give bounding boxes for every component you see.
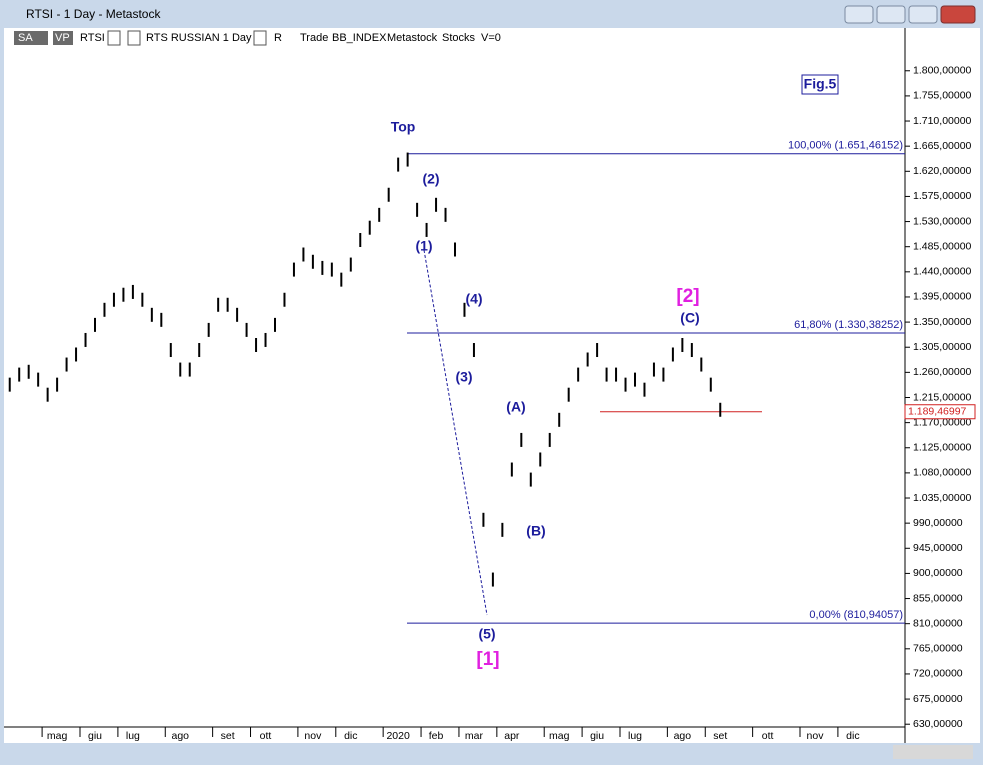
y-tick-label: 630,00000 bbox=[913, 718, 963, 730]
last-price-box bbox=[904, 404, 976, 420]
window-title: RTSI - 1 Day - Metastock bbox=[26, 7, 161, 21]
x-tick-label: dic bbox=[344, 730, 357, 742]
y-tick-label: 675,00000 bbox=[913, 693, 963, 705]
y-tick-label: 1.035,00000 bbox=[913, 492, 972, 504]
x-tick-label: set bbox=[713, 730, 727, 742]
x-tick-label: giu bbox=[88, 730, 102, 742]
x-tick-label: ago bbox=[674, 730, 692, 742]
toolbar-item: RTSI bbox=[80, 32, 105, 44]
y-tick-label: 1.575,00000 bbox=[913, 190, 972, 202]
scrollbar[interactable] bbox=[893, 745, 973, 759]
y-tick-label: 765,00000 bbox=[913, 643, 963, 655]
y-tick-label: 1.395,00000 bbox=[913, 291, 972, 303]
x-tick-label: giu bbox=[590, 730, 604, 742]
y-tick-label: 1.800,00000 bbox=[913, 65, 972, 77]
y-tick-label: 810,00000 bbox=[913, 617, 963, 629]
y-tick-label: 1.350,00000 bbox=[913, 316, 972, 328]
chart-area bbox=[4, 28, 980, 743]
y-tick-label: 900,00000 bbox=[913, 567, 963, 579]
close-button[interactable] bbox=[940, 5, 976, 24]
restore-button[interactable] bbox=[844, 5, 874, 24]
toolbar-item: RTS RUSSIAN 1 Day bbox=[146, 32, 252, 44]
toolbar-item: Metastock bbox=[387, 32, 438, 44]
annotation: (B) bbox=[526, 523, 545, 539]
x-tick-label: lug bbox=[628, 730, 642, 742]
y-tick-label: 1.440,00000 bbox=[913, 266, 972, 278]
fib-label: 100,00% (1.651,46152) bbox=[788, 140, 903, 152]
toolbar-item: R bbox=[274, 32, 282, 44]
x-tick-label: lug bbox=[126, 730, 140, 742]
y-tick-label: 1.170,00000 bbox=[913, 416, 972, 428]
y-tick-label: 1.080,00000 bbox=[913, 467, 972, 479]
annotation: (5) bbox=[478, 626, 495, 642]
y-tick-label: 1.485,00000 bbox=[913, 240, 972, 252]
fig-box bbox=[801, 74, 839, 95]
y-tick-label: 1.125,00000 bbox=[913, 442, 972, 454]
annotation: (A) bbox=[506, 399, 525, 415]
x-tick-label: ott bbox=[762, 730, 774, 742]
title-bar bbox=[0, 0, 983, 28]
fib-label: 61,80% (1.330,38252) bbox=[794, 319, 903, 331]
x-tick-label: 2020 bbox=[386, 730, 410, 742]
minimize-button[interactable] bbox=[876, 5, 906, 24]
y-tick-label: 1.305,00000 bbox=[913, 341, 972, 353]
y-tick-label: 1.665,00000 bbox=[913, 140, 972, 152]
x-tick-label: mag bbox=[47, 730, 68, 742]
annotation: Fig.5 bbox=[804, 76, 837, 92]
toolbar-item: VP bbox=[55, 32, 70, 44]
x-tick-label: nov bbox=[304, 730, 322, 742]
fib-label: 0,00% (810,94057) bbox=[809, 609, 903, 621]
dropdown[interactable] bbox=[253, 30, 267, 46]
wave-connector bbox=[423, 249, 488, 616]
maximize-button[interactable] bbox=[908, 5, 938, 24]
annotation: (2) bbox=[422, 171, 439, 187]
annotation: (C) bbox=[680, 310, 699, 326]
y-tick-label: 1.530,00000 bbox=[913, 215, 972, 227]
y-tick-label: 990,00000 bbox=[913, 517, 963, 529]
annotation: (3) bbox=[455, 369, 472, 385]
y-tick-label: 1.620,00000 bbox=[913, 165, 972, 177]
sa-button[interactable] bbox=[14, 31, 48, 45]
x-tick-label: set bbox=[221, 730, 235, 742]
x-tick-label: mar bbox=[465, 730, 484, 742]
y-tick-label: 855,00000 bbox=[913, 592, 963, 604]
x-tick-label: ott bbox=[260, 730, 272, 742]
toolbar-item: SA bbox=[18, 32, 33, 44]
x-tick-label: mag bbox=[549, 730, 570, 742]
x-tick-label: ago bbox=[171, 730, 189, 742]
toolbar-item: Trade bbox=[300, 32, 328, 44]
vp-button[interactable] bbox=[53, 31, 73, 45]
annotation: [2] bbox=[676, 286, 699, 307]
x-tick-label: apr bbox=[504, 730, 520, 742]
y-tick-label: 945,00000 bbox=[913, 542, 963, 554]
x-tick-label: dic bbox=[846, 730, 859, 742]
annotation: (1) bbox=[415, 238, 432, 254]
y-tick-label: 1.755,00000 bbox=[913, 90, 972, 102]
y-tick-label: 1.215,00000 bbox=[913, 391, 972, 403]
toolbar-item: V=0 bbox=[481, 32, 501, 44]
y-tick-label: 1.710,00000 bbox=[913, 115, 972, 127]
x-tick-label: feb bbox=[429, 730, 444, 742]
toolbar-item: BB_INDEX bbox=[332, 32, 387, 44]
y-tick-label: 1.260,00000 bbox=[913, 366, 972, 378]
dropdown[interactable] bbox=[127, 30, 141, 46]
annotation: [1] bbox=[476, 649, 499, 670]
toolbar-item: Stocks bbox=[442, 32, 476, 44]
annotation: Top bbox=[391, 119, 416, 135]
x-tick-label: nov bbox=[807, 730, 825, 742]
y-tick-label: 720,00000 bbox=[913, 668, 963, 680]
last-price-label: 1.189,46997 bbox=[908, 406, 967, 418]
annotation: (4) bbox=[465, 291, 482, 307]
dropdown[interactable] bbox=[107, 30, 121, 46]
